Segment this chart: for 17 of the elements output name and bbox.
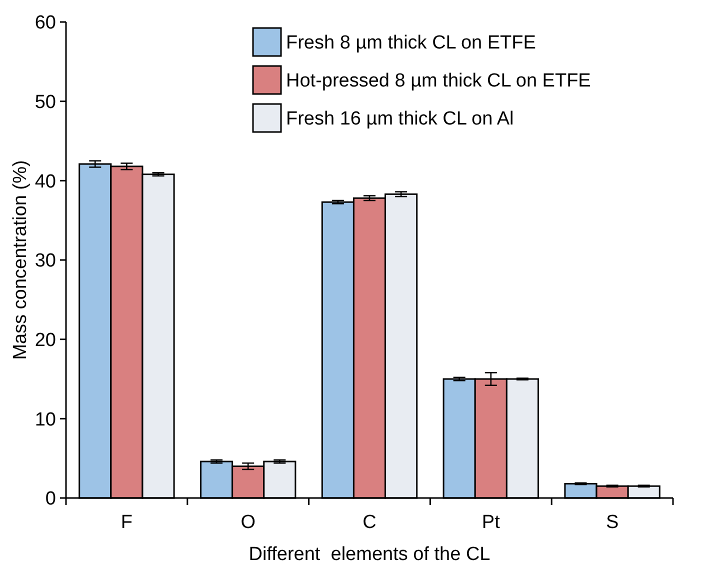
y-tick-label: 30 bbox=[34, 250, 56, 272]
legend-label: Fresh 16 µm thick CL on Al bbox=[286, 108, 514, 130]
y-tick-label: 40 bbox=[34, 171, 56, 192]
y-tick-label: 0 bbox=[45, 488, 56, 510]
y-tick-label: 50 bbox=[34, 92, 56, 113]
x-tick-label: O bbox=[240, 512, 256, 533]
x-tick-label: F bbox=[120, 512, 133, 533]
legend-label: Hot-pressed 8 µm thick CL on ETFE bbox=[286, 70, 591, 92]
y-axis-title: Mass concentration (%) bbox=[10, 160, 31, 360]
x-tick-label: S bbox=[606, 512, 619, 533]
x-tick-label: C bbox=[362, 512, 376, 533]
y-tick-label: 20 bbox=[34, 330, 56, 351]
y-tick-label: 10 bbox=[34, 409, 56, 430]
x-axis-title: Different elements of the CL bbox=[248, 544, 490, 565]
y-tick-label: 60 bbox=[34, 12, 56, 34]
legend-label: Fresh 8 µm thick CL on ETFE bbox=[286, 32, 536, 54]
x-tick-label: Pt bbox=[482, 512, 501, 533]
